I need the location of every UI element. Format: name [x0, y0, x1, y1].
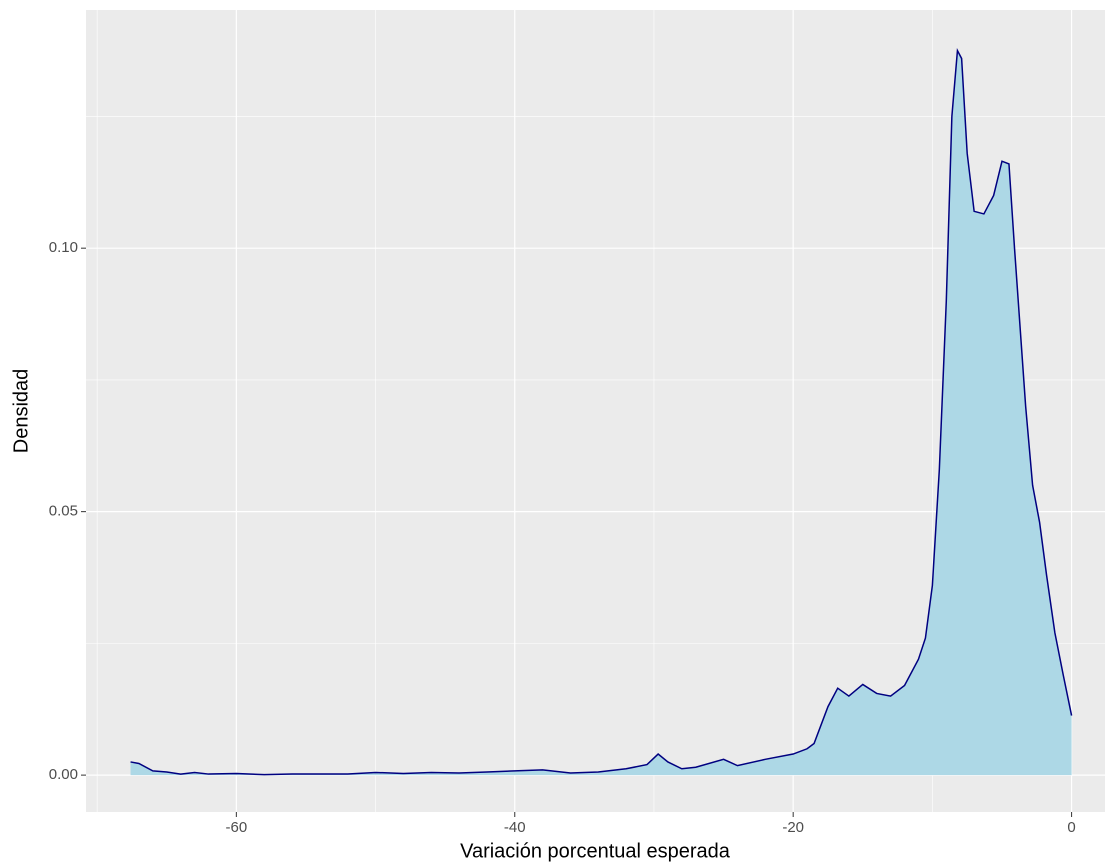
density-line: [130, 47, 1073, 776]
x-tick-label: -20: [782, 819, 804, 836]
y-tick-label: 0.10: [49, 239, 78, 256]
y-axis-title: Densidad: [10, 369, 32, 454]
density-area: [130, 50, 1072, 776]
y-tick-label: 0.05: [49, 503, 78, 520]
y-tick-label: 0.00: [49, 766, 78, 783]
x-tick-label: -40: [504, 819, 526, 836]
x-tick-label: -60: [226, 819, 248, 836]
x-axis-title: Variación porcentual esperada: [460, 840, 731, 862]
x-tick-label: 0: [1067, 819, 1075, 836]
